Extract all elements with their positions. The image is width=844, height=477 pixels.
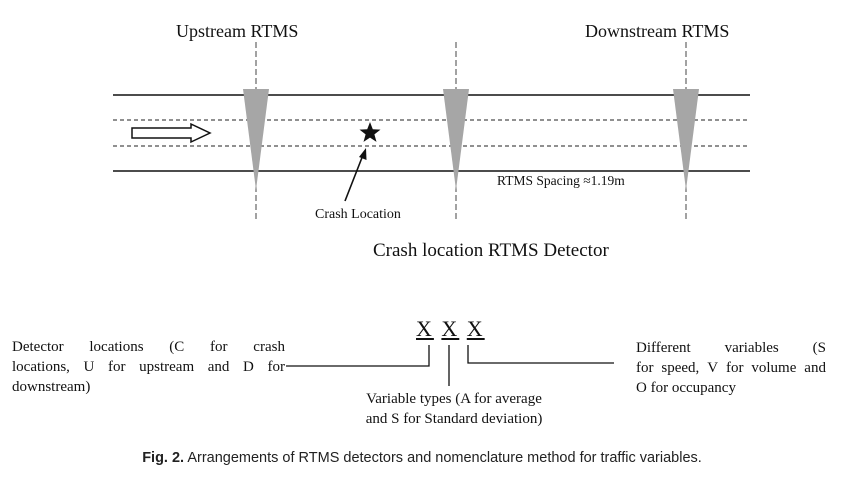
detector-cone-upstream — [243, 89, 269, 190]
right-line-2: for speed, V for volume and — [636, 360, 826, 376]
variable-code: X X X — [416, 316, 485, 342]
middle-line-2: and S for Standard deviation) — [365, 411, 543, 427]
crash-location-detector-title: Crash location RTMS Detector — [373, 240, 609, 261]
connector-left — [286, 345, 430, 367]
figure-caption-label: Fig. 2. — [142, 450, 185, 466]
downstream-rtms-label: Downstream RTMS — [585, 21, 730, 41]
figure-caption: Fig. 2. Arrangements of RTMS detectors a… — [0, 450, 844, 466]
left-line-1: Detector locations (C for crash — [12, 339, 285, 355]
different-variables-description: Different variables (S for speed, V for … — [636, 338, 826, 398]
connector-right — [467, 345, 614, 364]
crash-location-label: Crash Location — [315, 207, 401, 222]
detector-cone-crash — [443, 89, 469, 190]
upstream-rtms-label: Upstream RTMS — [176, 21, 299, 41]
traffic-direction-arrow-icon — [131, 122, 212, 144]
code-letter-type: X — [441, 316, 460, 341]
right-line-1: Different variables (S — [636, 340, 826, 356]
rtms-spacing-label: RTMS Spacing ≈1.19m — [497, 173, 625, 188]
detector-locations-description: Detector locations (C for crash location… — [12, 337, 285, 397]
crash-star-icon — [359, 122, 381, 142]
code-letter-detector: X — [416, 316, 434, 341]
right-line-3: O for occupancy — [636, 380, 736, 396]
code-letter-variable: X — [466, 316, 485, 341]
left-line-2: locations, U for upstream and D for — [12, 359, 285, 375]
variable-types-description: Variable types (A for average and S for … — [334, 389, 574, 429]
left-line-3: downstream) — [12, 379, 91, 395]
detector-cone-downstream — [673, 89, 699, 190]
middle-line-1: Variable types (A for average — [366, 391, 542, 407]
figure-caption-text: Arrangements of RTMS detectors and nomen… — [187, 450, 702, 466]
crash-pointer-line — [344, 154, 364, 202]
crash-pointer-arrowhead-icon — [359, 148, 367, 160]
